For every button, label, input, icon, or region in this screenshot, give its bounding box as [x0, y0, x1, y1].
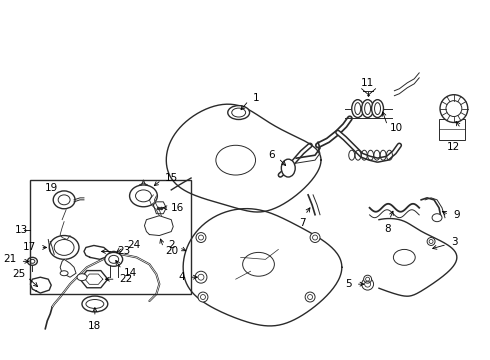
Text: 5: 5 — [345, 279, 352, 289]
Ellipse shape — [371, 100, 384, 117]
Ellipse shape — [129, 185, 157, 207]
Ellipse shape — [82, 296, 108, 312]
Text: 21: 21 — [3, 255, 17, 264]
Text: 22: 22 — [120, 274, 133, 284]
Text: 25: 25 — [12, 269, 25, 279]
Ellipse shape — [110, 251, 118, 257]
Circle shape — [310, 233, 320, 243]
Text: 2: 2 — [169, 240, 175, 251]
Ellipse shape — [352, 100, 364, 117]
Text: 3: 3 — [451, 238, 458, 247]
Polygon shape — [379, 219, 457, 296]
Ellipse shape — [440, 95, 468, 122]
Text: 11: 11 — [361, 78, 374, 88]
Text: 9: 9 — [453, 210, 460, 220]
Ellipse shape — [432, 214, 442, 222]
Ellipse shape — [228, 105, 249, 120]
Ellipse shape — [27, 257, 37, 265]
Text: 8: 8 — [384, 224, 391, 234]
Text: 13: 13 — [15, 225, 28, 235]
Ellipse shape — [362, 100, 373, 117]
Circle shape — [195, 271, 207, 283]
Circle shape — [305, 292, 315, 302]
Text: 16: 16 — [171, 203, 185, 213]
Circle shape — [198, 292, 208, 302]
Text: 1: 1 — [252, 93, 259, 103]
Polygon shape — [80, 271, 108, 288]
Ellipse shape — [77, 274, 87, 281]
Bar — [439, 118, 465, 140]
Text: 4: 4 — [178, 272, 185, 282]
Text: 18: 18 — [88, 321, 101, 331]
Text: 12: 12 — [447, 142, 461, 152]
Text: 6: 6 — [268, 150, 274, 160]
Polygon shape — [166, 104, 321, 212]
Text: 24: 24 — [127, 240, 141, 251]
Circle shape — [364, 275, 371, 283]
Polygon shape — [145, 216, 173, 235]
Ellipse shape — [281, 159, 295, 177]
Text: 15: 15 — [165, 173, 178, 183]
Text: 23: 23 — [118, 246, 131, 256]
Polygon shape — [183, 209, 342, 326]
Ellipse shape — [53, 191, 75, 209]
Ellipse shape — [105, 252, 122, 266]
Polygon shape — [60, 259, 76, 277]
Ellipse shape — [60, 271, 68, 276]
Circle shape — [196, 233, 206, 243]
Text: 7: 7 — [299, 218, 305, 228]
Bar — [30, 180, 191, 294]
Text: 20: 20 — [165, 246, 178, 256]
Circle shape — [362, 278, 373, 290]
Ellipse shape — [49, 235, 79, 259]
Text: 14: 14 — [123, 268, 137, 278]
Circle shape — [427, 238, 435, 246]
Polygon shape — [84, 246, 110, 259]
Polygon shape — [153, 202, 166, 214]
Text: 19: 19 — [45, 183, 58, 193]
Polygon shape — [30, 277, 51, 293]
Text: 10: 10 — [390, 123, 403, 134]
Text: 17: 17 — [23, 242, 36, 252]
